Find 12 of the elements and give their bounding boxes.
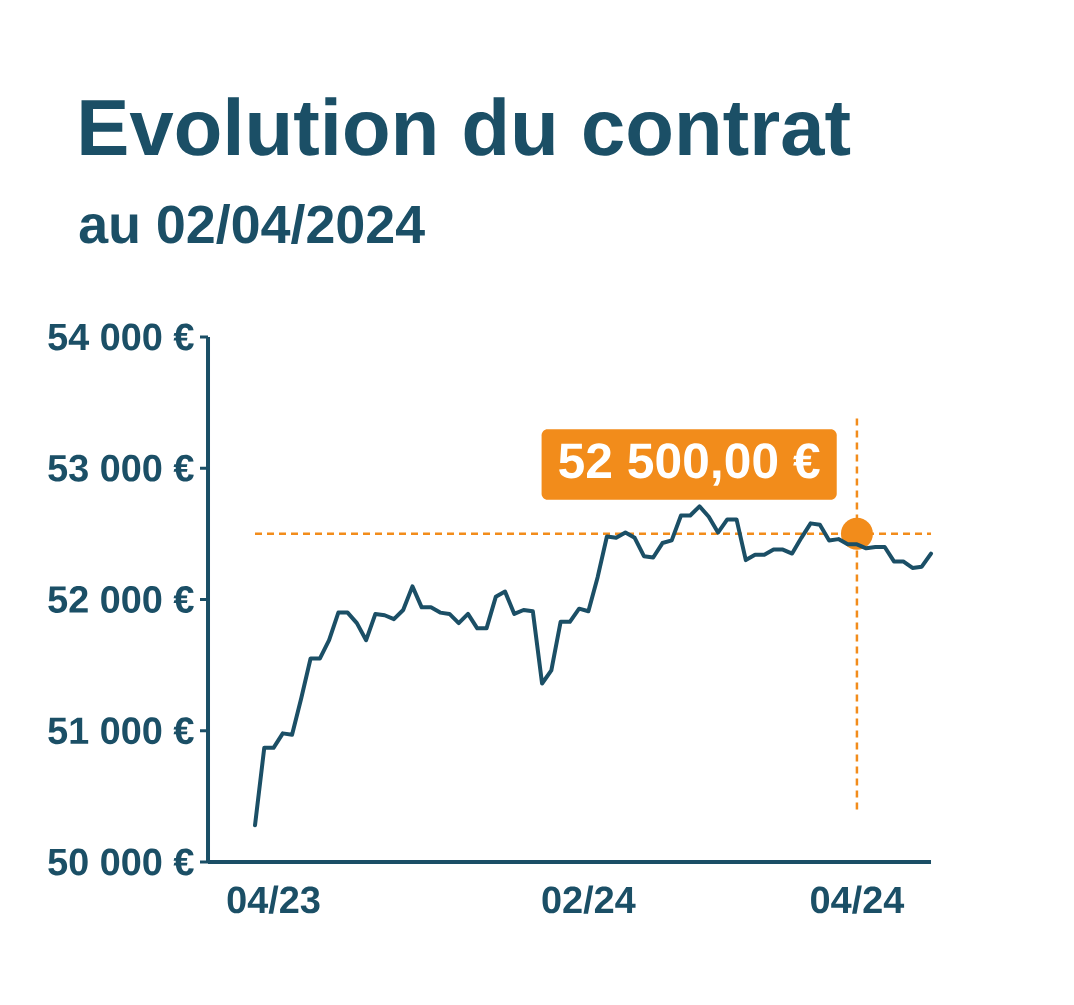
x-tick-label: 04/24 (811, 885, 905, 914)
y-tick-label: 52 000 € (48, 586, 194, 613)
chart-title: Evolution du contrat (81, 97, 851, 156)
y-tick-label: 51 000 € (48, 717, 194, 745)
y-tick-label: 50 000 € (48, 848, 194, 876)
chart-subtitle: au 02/04/2024 (79, 204, 425, 245)
x-tick-label: 04/23 (227, 885, 320, 914)
line-series (253, 504, 934, 828)
y-tick-label: 54 000 € (48, 323, 194, 351)
y-tick-label: 53 000 € (48, 454, 194, 482)
annotation: 52 500,00 € (559, 443, 820, 486)
x-tick-label: 02/24 (542, 885, 636, 914)
